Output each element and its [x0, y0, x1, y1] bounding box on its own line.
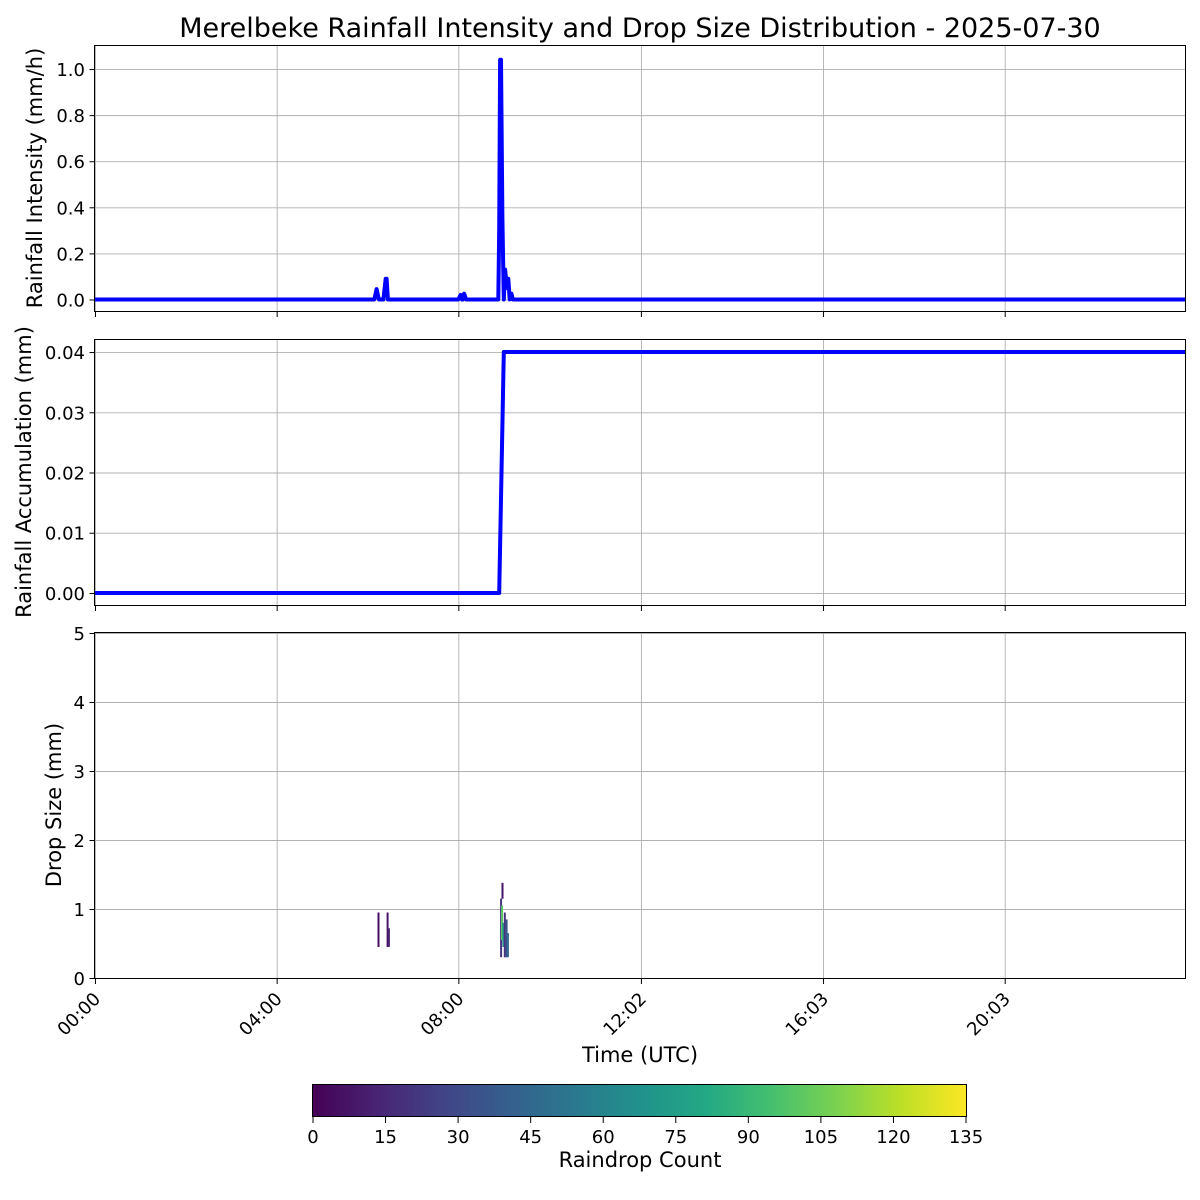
y-tick-label: 1 — [74, 900, 85, 921]
chart-title: Merelbeke Rainfall Intensity and Drop Si… — [179, 13, 1100, 44]
drop-count-cell — [506, 933, 509, 958]
drop-size-cells — [377, 882, 509, 958]
x-tick-label: 00:00 — [54, 989, 106, 1041]
drop-size-y-label: Drop Size (mm) — [42, 723, 66, 887]
intensity-x-tick-marks — [95, 311, 1006, 317]
x-tick-label: 08:00 — [417, 989, 469, 1041]
y-tick-label: 0.6 — [56, 152, 85, 173]
y-tick-label: 2 — [74, 831, 85, 852]
drop-count-cell — [386, 912, 389, 947]
series-line — [95, 350, 1185, 595]
accumulation-series — [95, 350, 1185, 595]
drop-size-panel: 0 1 2 3 4 5 00:00 04:00 08:00 12:02 16:03 20:03 Dr… — [42, 624, 1186, 1067]
accumulation-frame — [94, 339, 1186, 606]
colorbar-tick-label: 0 — [307, 1127, 318, 1148]
drop-count-cell — [502, 922, 505, 947]
colorbar-tick-label: 60 — [592, 1127, 615, 1148]
y-tick-label: 0.0 — [56, 290, 85, 311]
colorbar-gradient — [312, 1084, 967, 1117]
colorbar-tick-label: 30 — [447, 1127, 470, 1148]
time-x-ticks: 00:00 04:00 08:00 12:02 16:03 20:03 — [54, 978, 1015, 1041]
x-tick-label: 12:02 — [599, 989, 651, 1041]
colorbar-tick-label: 15 — [374, 1127, 397, 1148]
accumulation-panel: 0.00 0.01 0.02 0.03 0.04 Rainfall Accumulati… — [12, 326, 1186, 618]
drop-count-cell — [505, 919, 508, 958]
drop-size-y-ticks: 0 1 2 3 4 5 — [74, 624, 95, 990]
x-tick-label: 04:00 — [235, 989, 287, 1041]
intensity-grid — [95, 46, 1185, 311]
drop-size-frame — [94, 632, 1186, 979]
accumulation-y-label: Rainfall Accumulation (mm) — [12, 326, 36, 618]
y-tick-label: 3 — [74, 762, 85, 783]
drop-size-grid — [95, 633, 1185, 979]
colorbar: 0 15 30 45 60 75 90 105 120 135 Raindrop Count — [307, 1084, 983, 1172]
accumulation-grid — [95, 340, 1185, 605]
x-tick-label: 16:03 — [782, 989, 834, 1041]
x-tick-label: 20:03 — [963, 989, 1015, 1041]
colorbar-tick-label: 105 — [804, 1127, 838, 1148]
y-tick-label: 4 — [74, 693, 85, 714]
accumulation-y-ticks: 0.00 0.01 0.02 0.03 0.04 — [45, 343, 95, 605]
colorbar-tick-label: 135 — [949, 1127, 983, 1148]
y-tick-label: 0.01 — [45, 524, 85, 545]
colorbar-tick-label: 120 — [876, 1127, 910, 1148]
drop-count-cell — [503, 912, 506, 958]
y-tick-label: 0.4 — [56, 198, 85, 219]
colorbar-tick-label: 75 — [664, 1127, 687, 1148]
drop-count-cell — [501, 882, 504, 899]
y-tick-label: 0.02 — [45, 464, 85, 485]
intensity-panel: 0.0 0.2 0.4 0.6 0.8 1.0 Rainfall Intensity (m… — [23, 45, 1186, 317]
colorbar-tick-label: 45 — [519, 1127, 542, 1148]
colorbar-tick-label: 90 — [737, 1127, 760, 1148]
y-tick-label: 0.03 — [45, 403, 85, 424]
intensity-frame — [94, 45, 1186, 312]
y-tick-label: 1.0 — [56, 60, 85, 81]
y-tick-label: 0.00 — [45, 584, 85, 605]
drop-count-cell — [501, 905, 503, 940]
drop-count-cell — [387, 928, 390, 947]
drop-count-cell — [377, 912, 380, 947]
colorbar-label: Raindrop Count — [559, 1148, 722, 1172]
y-tick-label: 0.2 — [56, 244, 85, 265]
time-x-label: Time (UTC) — [581, 1043, 698, 1067]
y-tick-label: 0 — [74, 969, 85, 990]
intensity-y-label: Rainfall Intensity (mm/h) — [23, 48, 47, 309]
y-tick-label: 0.04 — [45, 343, 85, 364]
series-line — [95, 57, 1185, 302]
colorbar-ticks: 0 15 30 45 60 75 90 105 120 135 — [307, 1117, 983, 1148]
accumulation-x-tick-marks — [95, 605, 1006, 611]
y-tick-label: 0.8 — [56, 106, 85, 127]
intensity-y-ticks: 0.0 0.2 0.4 0.6 0.8 1.0 — [56, 60, 95, 311]
y-tick-label: 5 — [74, 624, 85, 645]
intensity-series — [95, 57, 1185, 302]
